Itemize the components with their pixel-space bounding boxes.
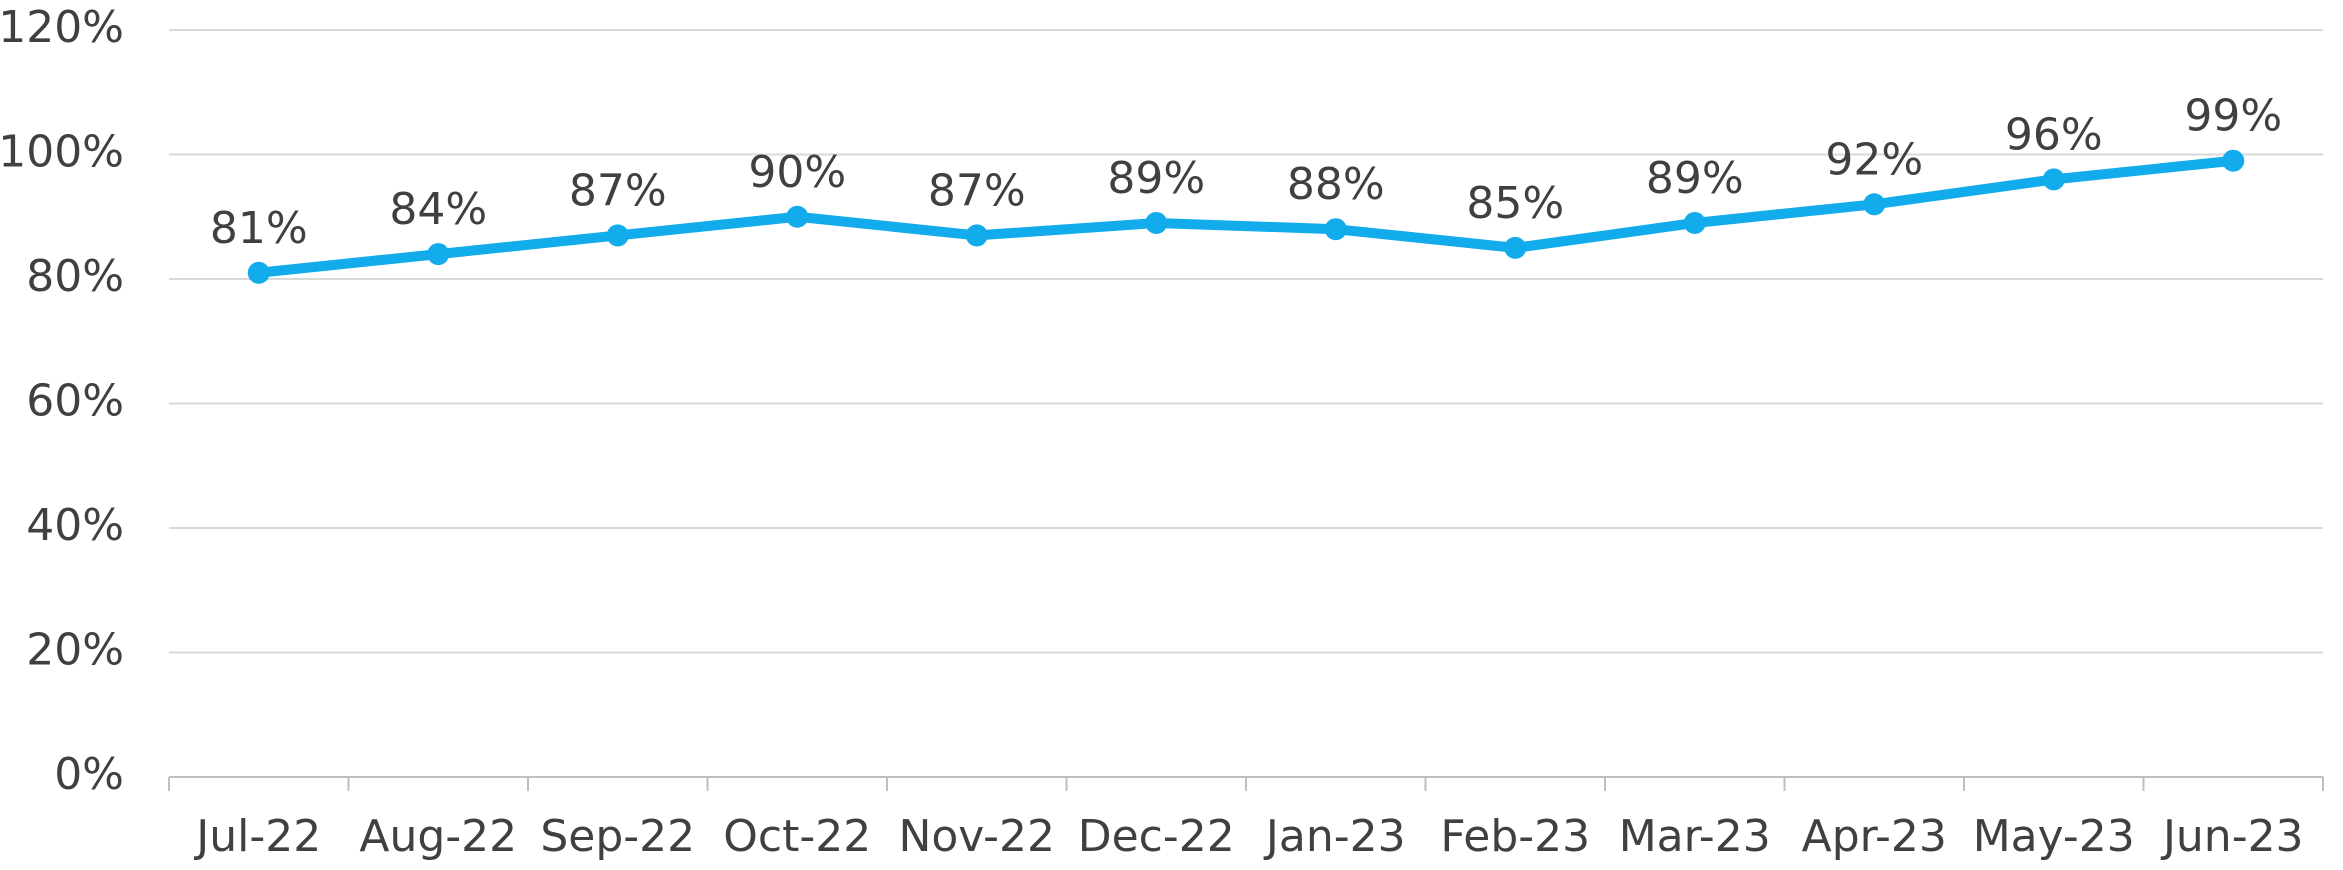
data-label: 88% xyxy=(1287,159,1385,210)
x-tick-label: Nov-22 xyxy=(898,811,1055,862)
marker xyxy=(965,224,988,247)
x-tick-label: Dec-22 xyxy=(1078,811,1235,862)
data-label: 99% xyxy=(2184,91,2282,142)
y-tick-label: 20% xyxy=(26,625,124,676)
y-tick-label: 120% xyxy=(0,2,124,53)
marker xyxy=(606,224,629,247)
marker xyxy=(786,205,809,228)
x-tick-label: Mar-23 xyxy=(1619,811,1771,862)
data-label: 85% xyxy=(1466,178,1564,229)
x-tick-label: Sep-22 xyxy=(540,811,695,862)
data-label: 92% xyxy=(1825,134,1923,185)
data-label: 87% xyxy=(569,165,667,216)
marker xyxy=(1504,236,1527,259)
line xyxy=(258,155,2234,278)
marker xyxy=(1683,211,1706,234)
x-tick-label: Feb-23 xyxy=(1440,811,1590,862)
marker xyxy=(2222,149,2245,172)
marker xyxy=(427,243,450,266)
y-tick-label: 100% xyxy=(0,127,124,178)
marker xyxy=(247,261,270,284)
y-tick-label: 60% xyxy=(26,376,124,427)
data-label: 84% xyxy=(389,184,487,235)
marker xyxy=(1863,193,1886,216)
marker xyxy=(1324,218,1347,241)
data-label: 87% xyxy=(928,165,1026,216)
data-label: 81% xyxy=(210,203,308,254)
data-label: 89% xyxy=(1107,153,1205,204)
data-label: 90% xyxy=(748,147,846,198)
data-label: 96% xyxy=(2005,109,2103,160)
x-tick-label: Jul-22 xyxy=(193,811,321,862)
data-label: 89% xyxy=(1646,153,1744,204)
x-tick-label: Apr-23 xyxy=(1802,811,1947,862)
x-tick-label: Aug-22 xyxy=(359,811,517,862)
x-tick-label: May-23 xyxy=(1973,811,2135,862)
y-tick-label: 80% xyxy=(26,251,124,302)
x-tick-label: Jun-23 xyxy=(2160,811,2304,862)
y-tick-label: 0% xyxy=(54,749,124,800)
marker xyxy=(2042,168,2065,191)
marker xyxy=(1145,211,1168,234)
x-tick-label: Oct-22 xyxy=(723,811,871,862)
y-tick-label: 40% xyxy=(26,500,124,551)
x-tick-label: Jan-23 xyxy=(1263,811,1406,862)
